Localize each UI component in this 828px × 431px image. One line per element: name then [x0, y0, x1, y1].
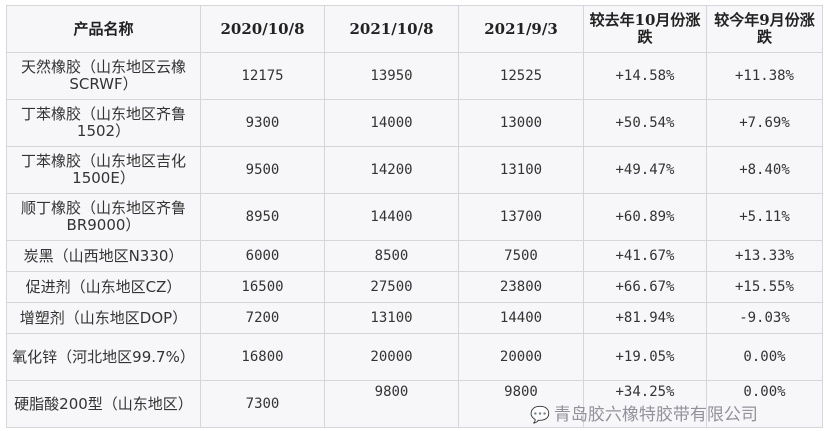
table-row: 硬脂酸200型（山东地区） 7300 9800 9800 +34.25% 0.00%	[6, 380, 823, 428]
table-row: 丁苯橡胶（山东地区吉化1500E） 9500 14200 13100 +49.47% +8…	[6, 146, 823, 194]
value-cell: +7.69%	[706, 99, 823, 147]
value-cell: +81.94%	[583, 302, 707, 334]
product-name-cell: 顺丁橡胶（山东地区齐鲁BR9000）	[6, 193, 201, 241]
product-name-cell: 丁苯橡胶（山东地区齐鲁1502）	[6, 99, 201, 147]
column-header: 较今年9月份涨跌	[706, 5, 823, 53]
product-name-cell: 氧化锌（河北地区99.7%）	[6, 333, 201, 381]
value-cell: 9500	[200, 146, 325, 194]
value-cell: 12525	[458, 52, 584, 100]
column-header: 较去年10月份涨跌	[583, 5, 707, 53]
value-cell: 16800	[200, 333, 325, 381]
watermark: 💬 青岛胶六橡特胶带有限公司	[530, 405, 758, 425]
value-cell: +34.25%	[583, 380, 707, 428]
value-cell: -9.03%	[706, 302, 823, 334]
value-cell: +19.05%	[583, 333, 707, 381]
value-cell: 0.00%	[706, 380, 823, 428]
value-cell: 14400	[458, 302, 584, 334]
value-cell: +15.55%	[706, 271, 823, 303]
table-row: 天然橡胶（山东地区云橡SCRWF） 12175 13950 12525 +14.58% +…	[6, 52, 823, 100]
value-cell: +5.11%	[706, 193, 823, 241]
value-cell: 9800	[458, 380, 584, 428]
value-cell: 20000	[324, 333, 459, 381]
product-name-cell: 硬脂酸200型（山东地区）	[6, 380, 201, 428]
table-row: 促进剂（山东地区CZ） 16500 27500 23800 +66.67% +15.55%	[6, 271, 823, 303]
column-header: 2021/10/8	[324, 5, 459, 53]
value-cell: 6000	[200, 240, 325, 272]
value-cell: 7200	[200, 302, 325, 334]
value-cell: 14400	[324, 193, 459, 241]
table-row: 顺丁橡胶（山东地区齐鲁BR9000） 8950 14400 13700 +60.89% +…	[6, 193, 823, 241]
value-cell: 8950	[200, 193, 325, 241]
value-cell: 16500	[200, 271, 325, 303]
price-table: 产品名称 2020/10/8 2021/10/8 2021/9/3 较去年10月份涨跌较…	[6, 5, 823, 428]
product-name-cell: 丁苯橡胶（山东地区吉化1500E）	[6, 146, 201, 194]
value-cell: 7500	[458, 240, 584, 272]
product-name-cell: 炭黑（山西地区N330）	[6, 240, 201, 272]
value-cell: +66.67%	[583, 271, 707, 303]
table-row: 炭黑（山西地区N330） 6000 8500 7500 +41.67% +13.33%	[6, 240, 823, 272]
value-cell: 9300	[200, 99, 325, 147]
value-cell: +50.54%	[583, 99, 707, 147]
value-cell: 13000	[458, 99, 584, 147]
value-cell: 13700	[458, 193, 584, 241]
value-cell: 12175	[200, 52, 325, 100]
value-cell: 14000	[324, 99, 459, 147]
value-cell: 7300	[200, 380, 325, 428]
value-cell: +49.47%	[583, 146, 707, 194]
table-row: 丁苯橡胶（山东地区齐鲁1502） 9300 14000 13000 +50.54% +7.…	[6, 99, 823, 147]
value-cell: +8.40%	[706, 146, 823, 194]
column-header: 产品名称	[6, 5, 201, 53]
value-cell: 13100	[324, 302, 459, 334]
value-cell: 27500	[324, 271, 459, 303]
value-cell: +14.58%	[583, 52, 707, 100]
table-row: 增塑剂（山东地区DOP） 7200 13100 14400 +81.94% -9.03%	[6, 302, 823, 334]
product-name-cell: 促进剂（山东地区CZ）	[6, 271, 201, 303]
column-header: 2021/9/3	[458, 5, 584, 53]
header-row: 产品名称 2020/10/8 2021/10/8 2021/9/3 较去年10月份涨跌较…	[6, 5, 823, 53]
value-cell: +60.89%	[583, 193, 707, 241]
value-cell: +11.38%	[706, 52, 823, 100]
value-cell: 20000	[458, 333, 584, 381]
value-cell: +13.33%	[706, 240, 823, 272]
product-name-cell: 增塑剂（山东地区DOP）	[6, 302, 201, 334]
value-cell: 9800	[324, 380, 459, 428]
table-row: 氧化锌（河北地区99.7%） 16800 20000 20000 +19.05% 0.00…	[6, 333, 823, 381]
value-cell: 0.00%	[706, 333, 823, 381]
product-name-cell: 天然橡胶（山东地区云橡SCRWF）	[6, 52, 201, 100]
column-header: 2020/10/8	[200, 5, 325, 53]
wechat-icon: 💬	[530, 405, 550, 424]
value-cell: 13100	[458, 146, 584, 194]
value-cell: +41.67%	[583, 240, 707, 272]
value-cell: 23800	[458, 271, 584, 303]
value-cell: 13950	[324, 52, 459, 100]
value-cell: 8500	[324, 240, 459, 272]
value-cell: 14200	[324, 146, 459, 194]
